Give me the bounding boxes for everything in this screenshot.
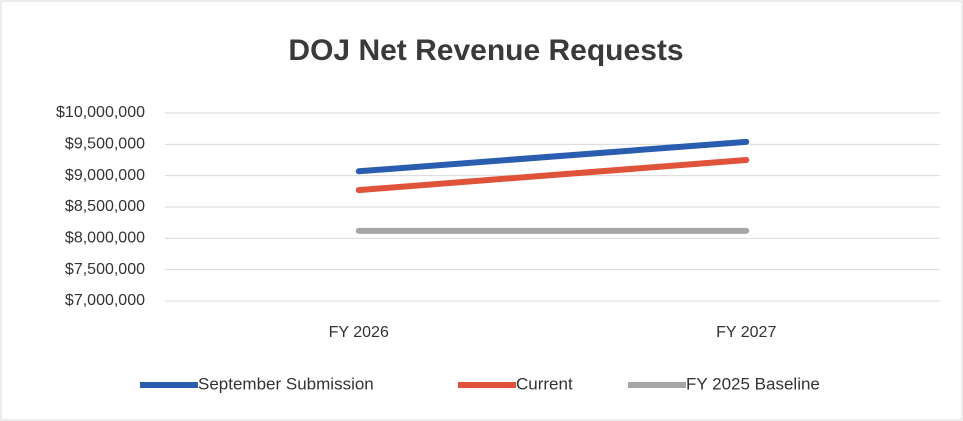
y-tick-label: $8,500,000 — [65, 198, 145, 215]
legend-label: September Submission — [198, 374, 374, 393]
y-tick-label: $7,000,000 — [65, 292, 145, 309]
y-tick-label: $9,000,000 — [65, 167, 145, 184]
legend-label: FY 2025 Baseline — [686, 374, 820, 393]
y-tick-label: $10,000,000 — [56, 104, 145, 121]
legend-label: Current — [516, 374, 573, 393]
x-tick-label: FY 2027 — [716, 324, 776, 341]
chart-title: DOJ Net Revenue Requests — [288, 34, 683, 67]
y-tick-label: $7,500,000 — [65, 261, 145, 278]
x-tick-label: FY 2026 — [329, 324, 389, 341]
y-tick-label: $8,000,000 — [65, 230, 145, 247]
series-line — [355, 157, 750, 194]
y-tick-label: $9,500,000 — [65, 136, 145, 153]
series-line — [355, 138, 750, 175]
